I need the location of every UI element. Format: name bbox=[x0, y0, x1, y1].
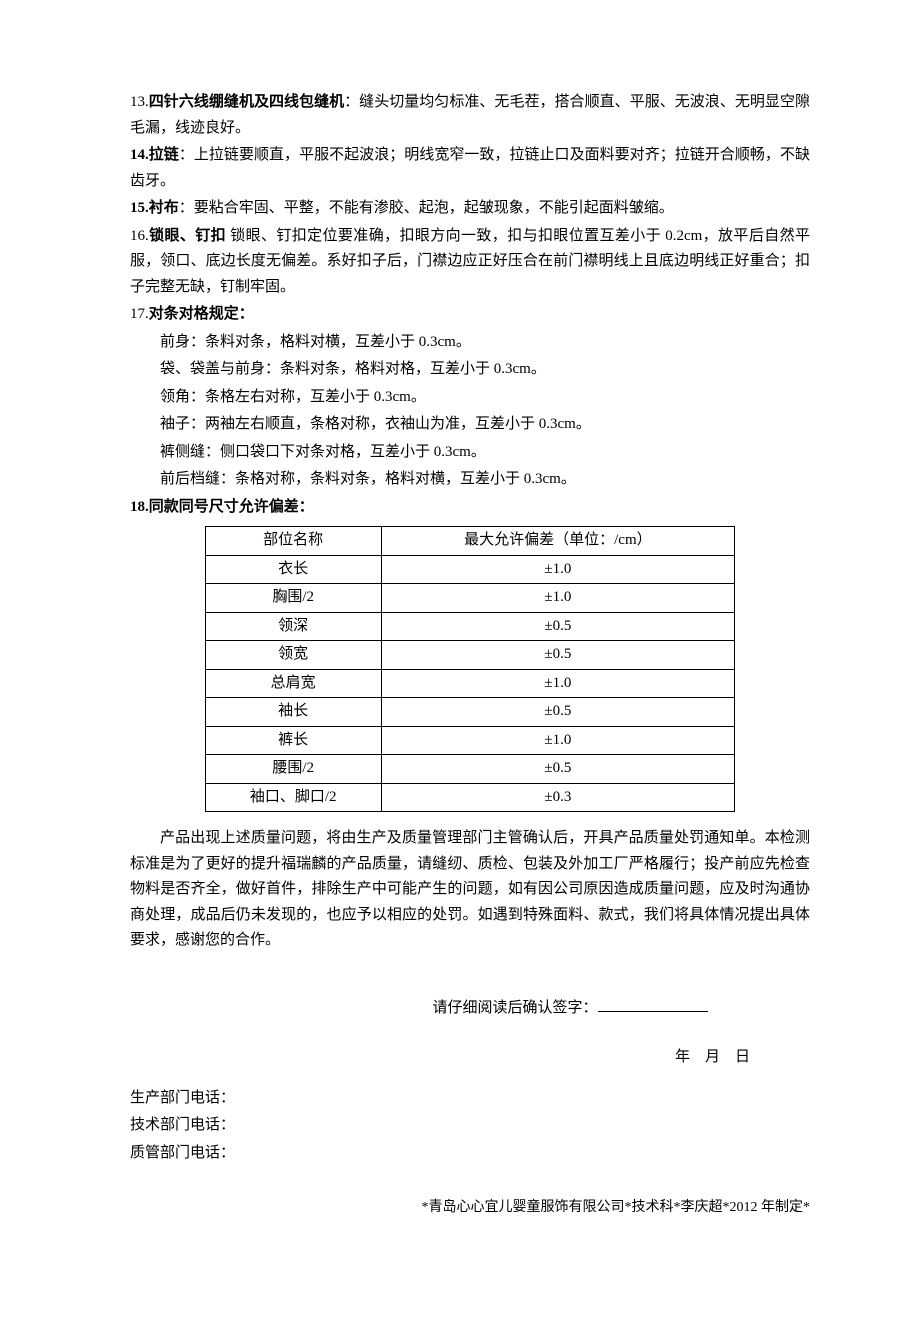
rule17-0: 前身：条料对条，格料对横，互差小于 0.3cm。 bbox=[130, 330, 810, 356]
phone-qc: 质管部门电话： bbox=[130, 1141, 810, 1167]
closing-paragraph: 产品出现上述质量问题，将由生产及质量管理部门主管确认后，开具产品质量处罚通知单。… bbox=[130, 826, 810, 954]
item-17-title: 对条对格规定： bbox=[149, 306, 254, 322]
table-header-row: 部位名称 最大允许偏差（单位：/cm） bbox=[205, 527, 734, 556]
phone-production: 生产部门电话： bbox=[130, 1086, 810, 1112]
cell-part: 领宽 bbox=[205, 641, 381, 670]
signature-line: 请仔细阅读后确认签字： bbox=[130, 996, 810, 1022]
item-14-title: 拉链 bbox=[149, 147, 179, 163]
rule17-4: 裤侧缝：侧口袋口下对条对格，互差小于 0.3cm。 bbox=[130, 440, 810, 466]
phone-block: 生产部门电话： 技术部门电话： 质管部门电话： bbox=[130, 1086, 810, 1167]
cell-part: 胸围/2 bbox=[205, 584, 381, 613]
cell-part: 裤长 bbox=[205, 726, 381, 755]
table-row: 裤长±1.0 bbox=[205, 726, 734, 755]
table-row: 袖口、脚口/2±0.3 bbox=[205, 783, 734, 812]
table-row: 袖长±0.5 bbox=[205, 698, 734, 727]
th-tolerance: 最大允许偏差（单位：/cm） bbox=[381, 527, 735, 556]
item-18: 18.同款同号尺寸允许偏差： bbox=[130, 495, 810, 521]
tolerance-table: 部位名称 最大允许偏差（单位：/cm） 衣长±1.0胸围/2±1.0领深±0.5… bbox=[205, 526, 735, 812]
cell-part: 衣长 bbox=[205, 555, 381, 584]
phone-tech: 技术部门电话： bbox=[130, 1113, 810, 1139]
cell-tolerance: ±0.5 bbox=[381, 755, 735, 784]
cell-tolerance: ±0.5 bbox=[381, 641, 735, 670]
table-row: 领宽±0.5 bbox=[205, 641, 734, 670]
item-15: 15.衬布：要粘合牢固、平整，不能有渗胶、起泡，起皱现象，不能引起面料皱缩。 bbox=[130, 196, 810, 222]
cell-part: 腰围/2 bbox=[205, 755, 381, 784]
signature-underline bbox=[598, 1011, 708, 1012]
cell-part: 领深 bbox=[205, 612, 381, 641]
footer-credit: *青岛心心宜儿婴童服饰有限公司*技术科*李庆超*2012 年制定* bbox=[130, 1196, 810, 1220]
cell-tolerance: ±1.0 bbox=[381, 726, 735, 755]
item-16-num: 16. bbox=[130, 228, 149, 244]
item-16-title: 锁眼、钉扣 bbox=[149, 228, 226, 244]
cell-tolerance: ±0.5 bbox=[381, 612, 735, 641]
cell-part: 袖长 bbox=[205, 698, 381, 727]
cell-tolerance: ±0.3 bbox=[381, 783, 735, 812]
cell-tolerance: ±1.0 bbox=[381, 584, 735, 613]
rule17-1: 袋、袋盖与前身：条料对条，格料对格，互差小于 0.3cm。 bbox=[130, 357, 810, 383]
item-16: 16.锁眼、钉扣 锁眼、钉扣定位要准确，扣眼方向一致，扣与扣眼位置互差小于 0.… bbox=[130, 224, 810, 301]
date-line: 年 月 日 bbox=[130, 1045, 810, 1071]
item-18-num: 18. bbox=[130, 499, 149, 515]
table-row: 衣长±1.0 bbox=[205, 555, 734, 584]
th-part: 部位名称 bbox=[205, 527, 381, 556]
item-15-title: 衬布 bbox=[149, 200, 179, 216]
item-13: 13.四针六线绷缝机及四线包缝机：缝头切量均匀标准、无毛茬，搭合顺直、平服、无波… bbox=[130, 90, 810, 141]
item-15-text: ：要粘合牢固、平整，不能有渗胶、起泡，起皱现象，不能引起面料皱缩。 bbox=[179, 200, 674, 216]
item-18-title: 同款同号尺寸允许偏差： bbox=[149, 499, 314, 515]
table-row: 总肩宽±1.0 bbox=[205, 669, 734, 698]
cell-tolerance: ±0.5 bbox=[381, 698, 735, 727]
cell-tolerance: ±1.0 bbox=[381, 669, 735, 698]
rule17-2: 领角：条格左右对称，互差小于 0.3cm。 bbox=[130, 385, 810, 411]
item-14-num: 14. bbox=[130, 147, 149, 163]
table-row: 胸围/2±1.0 bbox=[205, 584, 734, 613]
table-row: 领深±0.5 bbox=[205, 612, 734, 641]
item-13-title: 四针六线绷缝机及四线包缝机 bbox=[149, 94, 344, 110]
cell-part: 总肩宽 bbox=[205, 669, 381, 698]
item-16-text: 锁眼、钉扣定位要准确，扣眼方向一致，扣与扣眼位置互差小于 0.2cm，放平后自然… bbox=[130, 228, 810, 295]
item-14: 14.拉链：上拉链要顺直，平服不起波浪；明线宽窄一致，拉链止口及面料要对齐；拉链… bbox=[130, 143, 810, 194]
cell-part: 袖口、脚口/2 bbox=[205, 783, 381, 812]
item-15-num: 15. bbox=[130, 200, 149, 216]
rule17-3: 袖子：两袖左右顺直，条格对称，衣袖山为准，互差小于 0.3cm。 bbox=[130, 412, 810, 438]
item-17: 17.对条对格规定： bbox=[130, 302, 810, 328]
item-17-num: 17. bbox=[130, 306, 149, 322]
table-row: 腰围/2±0.5 bbox=[205, 755, 734, 784]
rule17-5: 前后档缝：条格对称，条料对条，格料对横，互差小于 0.3cm。 bbox=[130, 467, 810, 493]
cell-tolerance: ±1.0 bbox=[381, 555, 735, 584]
item-13-num: 13. bbox=[130, 94, 149, 110]
item-14-text: ：上拉链要顺直，平服不起波浪；明线宽窄一致，拉链止口及面料要对齐；拉链开合顺畅，… bbox=[130, 147, 810, 189]
signature-label: 请仔细阅读后确认签字： bbox=[432, 1000, 597, 1016]
